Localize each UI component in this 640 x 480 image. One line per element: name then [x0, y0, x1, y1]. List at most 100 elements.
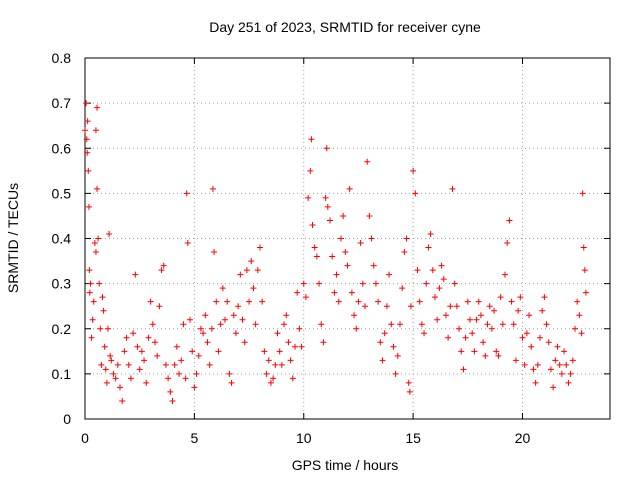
data-point [515, 307, 522, 314]
data-point [528, 343, 535, 350]
data-point [499, 321, 506, 328]
data-point [537, 334, 543, 341]
data-point [141, 357, 148, 364]
data-point [106, 230, 113, 237]
data-point [92, 127, 99, 134]
data-point [228, 379, 235, 386]
data-point [405, 379, 412, 386]
data-point [239, 316, 246, 323]
data-point [200, 330, 207, 337]
data-point [102, 366, 109, 373]
data-point [87, 280, 94, 287]
data-point [486, 303, 493, 310]
data-point [217, 321, 224, 328]
data-point [477, 312, 484, 319]
data-point [85, 203, 92, 210]
data-point [254, 267, 261, 274]
data-point [550, 384, 557, 391]
data-point [383, 303, 390, 310]
data-point [460, 366, 467, 373]
data-point [320, 339, 327, 346]
data-point [193, 370, 200, 377]
data-point [368, 235, 375, 242]
x-axis-label: GPS time / hours [292, 457, 399, 473]
data-point [399, 285, 406, 292]
data-point [512, 357, 519, 364]
data-point [388, 321, 395, 328]
data-point [397, 321, 403, 328]
data-point [370, 262, 377, 269]
data-point [451, 280, 458, 287]
data-point [165, 375, 172, 382]
data-point [209, 185, 216, 192]
data-point [117, 384, 123, 391]
data-point [274, 330, 281, 337]
data-point [381, 330, 388, 337]
data-point [308, 136, 315, 143]
data-point [579, 190, 586, 197]
data-point [237, 271, 244, 278]
x-tick-label: 15 [405, 430, 421, 446]
data-point [351, 312, 358, 319]
data-point [335, 298, 342, 305]
data-point [222, 316, 228, 323]
data-point [176, 370, 183, 377]
data-point [362, 303, 368, 310]
data-point [545, 339, 552, 346]
y-tick-label: 0.5 [52, 185, 72, 201]
data-point [469, 330, 476, 337]
data-point [219, 285, 226, 292]
data-point [543, 321, 550, 328]
data-point [493, 348, 500, 355]
data-point [90, 298, 97, 305]
data-point [346, 185, 353, 192]
data-point [359, 280, 366, 287]
data-point [278, 361, 285, 368]
data-point [324, 203, 331, 210]
data-point [103, 379, 110, 386]
data-point [425, 244, 432, 251]
data-point [403, 235, 410, 242]
data-point [83, 100, 90, 107]
data-point [558, 370, 565, 377]
data-point [510, 321, 517, 328]
data-point [250, 285, 257, 292]
data-point [302, 294, 309, 301]
data-point [484, 321, 491, 328]
data-point [313, 253, 320, 260]
data-point [372, 280, 379, 287]
data-point [84, 118, 91, 125]
data-point [567, 370, 574, 377]
data-point [191, 384, 198, 391]
data-point [182, 375, 189, 382]
data-point [84, 149, 91, 156]
data-point [96, 280, 103, 287]
data-point [86, 289, 93, 296]
y-tick-labels: 0 0.1 0.2 0.3 0.4 0.5 0.6 0.7 0.8 [52, 50, 72, 427]
data-point [482, 352, 489, 359]
data-point [581, 267, 588, 274]
data-point [208, 325, 215, 332]
data-point [83, 136, 90, 143]
data-point [127, 375, 134, 382]
data-point [243, 267, 250, 274]
data-point [257, 244, 263, 251]
data-point [401, 249, 408, 256]
data-point [357, 240, 364, 247]
data-point [259, 298, 266, 305]
chart-title: Day 251 of 2023, SRMTID for receiver cyn… [209, 19, 481, 35]
data-point [230, 312, 237, 319]
data-point [197, 325, 204, 332]
data-point [283, 312, 290, 319]
data-point [180, 321, 187, 328]
data-point [136, 366, 143, 373]
data-point [377, 339, 384, 346]
data-point [316, 280, 323, 287]
x-tick-label: 10 [296, 430, 312, 446]
data-point [292, 343, 298, 350]
data-point [578, 330, 585, 337]
data-point [392, 370, 399, 377]
data-point [88, 334, 95, 341]
data-point [98, 361, 105, 368]
data-point [488, 325, 495, 332]
